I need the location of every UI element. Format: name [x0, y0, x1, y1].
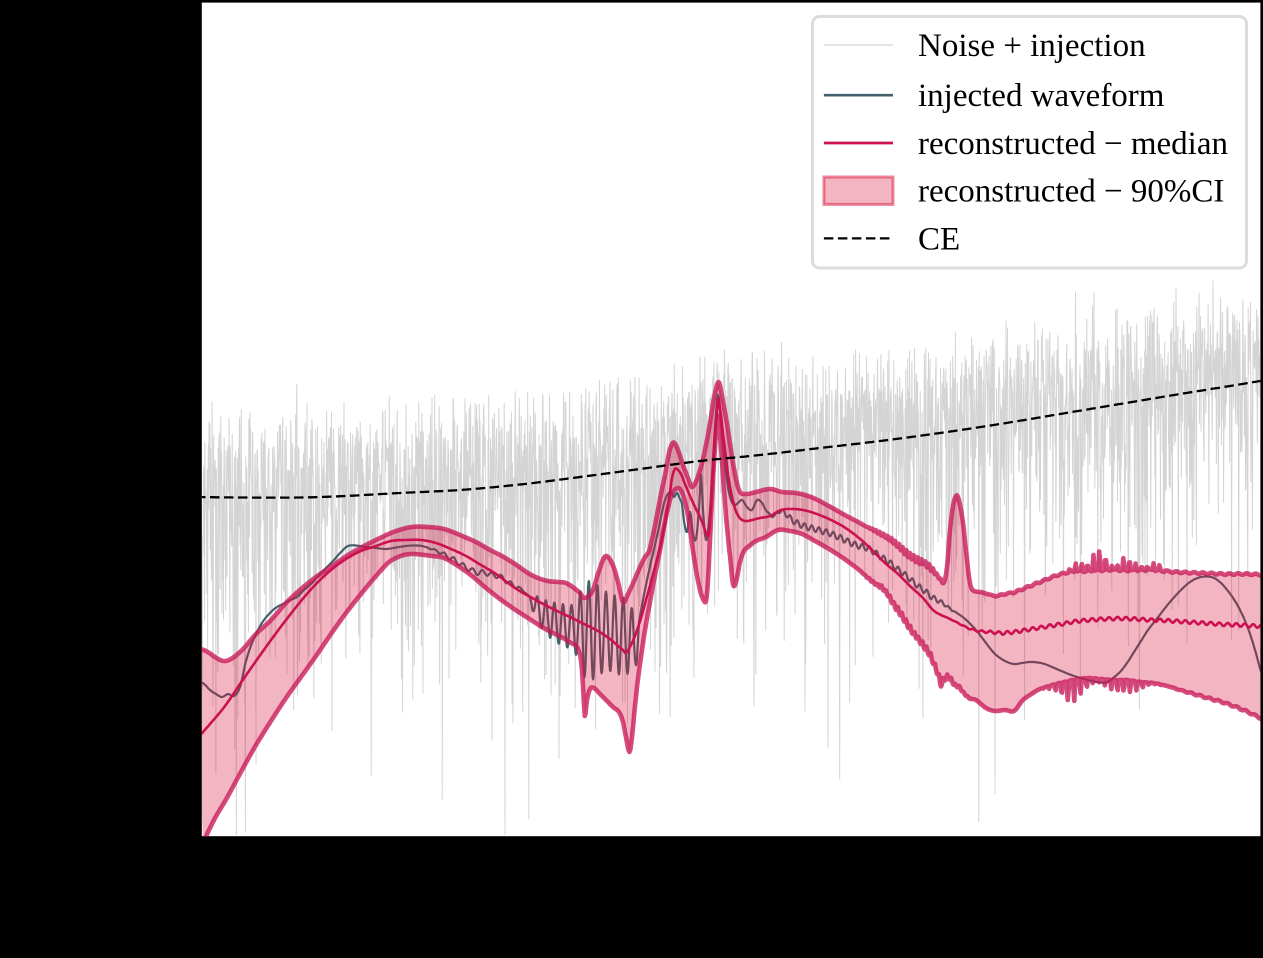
- svg-text:Noise + injection: Noise + injection: [918, 28, 1146, 64]
- svg-text:injected waveform: injected waveform: [918, 78, 1165, 114]
- svg-text:reconstructed − median: reconstructed − median: [918, 126, 1228, 162]
- svg-text:reconstructed − 90%CI: reconstructed − 90%CI: [918, 174, 1224, 210]
- svg-text:CE: CE: [918, 221, 960, 257]
